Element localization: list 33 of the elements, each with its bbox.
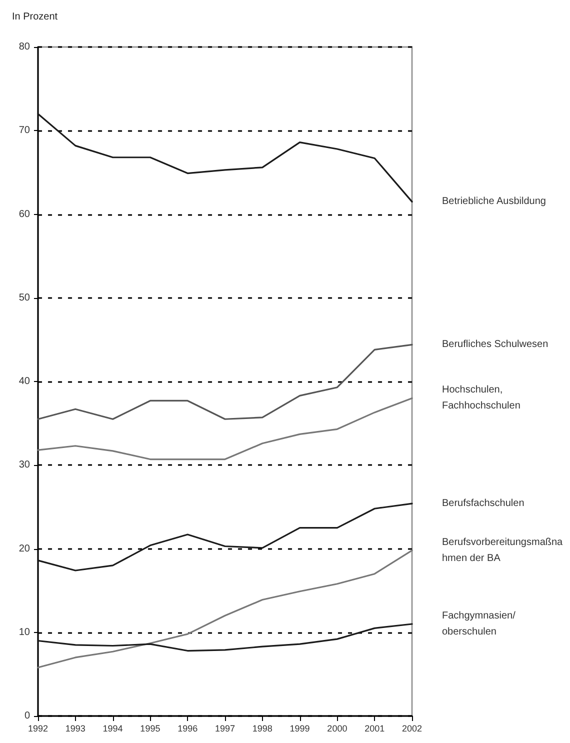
x-tick-label: 1992	[28, 724, 48, 734]
line-series	[37, 113, 413, 203]
line-series	[37, 502, 413, 572]
y-tick-label: 0	[24, 710, 30, 722]
text: Fachgymnasien/ oberschulen	[442, 610, 518, 638]
x-tick-label: 2002	[402, 724, 422, 734]
x-tick-label: 1997	[214, 724, 236, 734]
y-tick-label: 30	[18, 460, 30, 471]
x-tick-label: 1993	[65, 724, 86, 734]
line-series	[37, 550, 413, 668]
x-tick-label: 1998	[252, 724, 272, 734]
x-tick-label: 1999	[290, 724, 310, 734]
x-tick-label: 1995	[140, 724, 160, 734]
line-series	[37, 397, 413, 460]
text: Berufsvorbereitungsmaßnahmen der BA	[442, 536, 564, 564]
x-tick-label: 1994	[102, 724, 123, 734]
text: Betriebliche Ausbildung	[442, 196, 546, 208]
y-tick-label: 40	[18, 376, 30, 387]
text: Hochschulen, Fachhochschulen	[442, 384, 520, 412]
line-series	[37, 344, 413, 420]
y-tick-label: 70	[18, 125, 30, 136]
y-tick-label: 60	[18, 208, 30, 220]
y-tick-label: 50	[18, 292, 30, 304]
line-series	[37, 623, 413, 652]
text: Berufsfachschulen	[442, 498, 524, 510]
y-tick-label: 10	[18, 626, 30, 638]
text: Berufliches Schulwesen	[442, 339, 548, 350]
x-tick-label: 2000	[327, 724, 348, 734]
y-tick-label: 20	[18, 543, 30, 554]
y-tick-label: 80	[18, 42, 30, 52]
x-tick-label: 1996	[178, 724, 198, 734]
x-tick-label: 2001	[364, 724, 385, 734]
y-axis-title: In Prozent	[12, 12, 58, 22]
